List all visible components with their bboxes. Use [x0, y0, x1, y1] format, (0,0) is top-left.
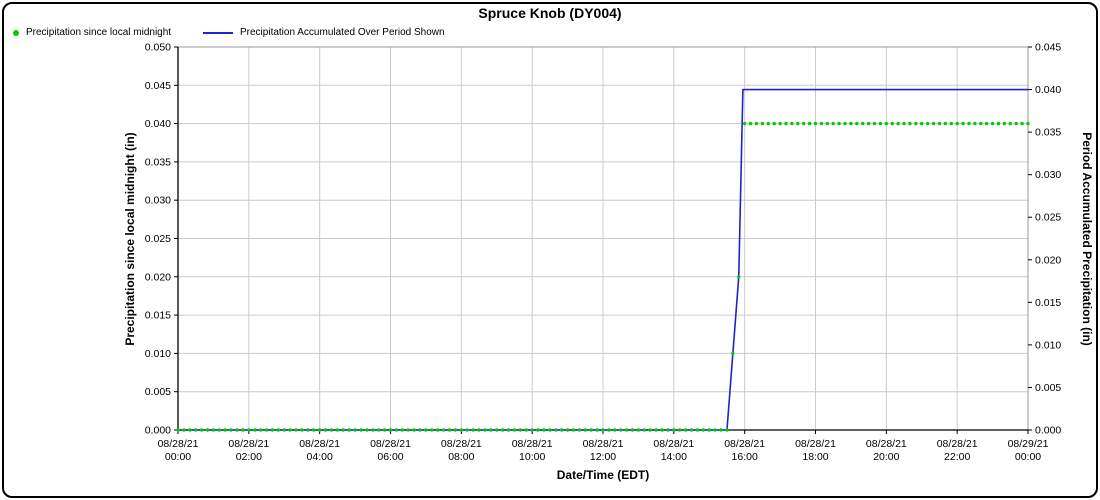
svg-text:08/28/21: 08/28/21: [937, 438, 978, 450]
svg-text:08/28/21: 08/28/21: [795, 438, 836, 450]
svg-text:0.010: 0.010: [145, 348, 171, 360]
svg-text:02:00: 02:00: [236, 451, 262, 463]
svg-text:0.015: 0.015: [1035, 297, 1061, 309]
svg-text:08/28/21: 08/28/21: [866, 438, 907, 450]
right-axis-title: Period Accumulated Precipitation (in): [1080, 132, 1094, 346]
svg-text:04:00: 04:00: [307, 451, 333, 463]
tick-labels: 0.000 0.005 0.010 0.015 0.020 0.025 0.030 0.035…: [145, 42, 1062, 464]
svg-text:0.040: 0.040: [145, 118, 171, 130]
accumulated-precip-line: [178, 88, 1028, 431]
legend-label-precip-midnight: Precipitation since local midnight: [26, 27, 172, 38]
svg-text:16:00: 16:00: [732, 451, 758, 463]
svg-text:08/28/21: 08/28/21: [512, 438, 553, 450]
svg-text:0.035: 0.035: [1035, 127, 1061, 139]
svg-text:08/28/21: 08/28/21: [441, 438, 482, 450]
legend-item-accumulated: Precipitation Accumulated Over Period Sh…: [203, 27, 445, 38]
svg-text:0.030: 0.030: [1035, 169, 1061, 181]
svg-text:08/28/21: 08/28/21: [299, 438, 340, 450]
svg-text:08/28/21: 08/28/21: [653, 438, 694, 450]
svg-text:14:00: 14:00: [661, 451, 687, 463]
svg-text:10:00: 10:00: [519, 451, 545, 463]
svg-text:0.025: 0.025: [145, 233, 171, 245]
svg-text:0.000: 0.000: [145, 425, 171, 437]
svg-text:0.025: 0.025: [1035, 212, 1061, 224]
gridlines: [177, 46, 1029, 431]
legend-label-accumulated: Precipitation Accumulated Over Period Sh…: [240, 27, 445, 38]
svg-text:08:00: 08:00: [448, 451, 474, 463]
svg-text:18:00: 18:00: [802, 451, 828, 463]
svg-text:0.015: 0.015: [145, 310, 171, 322]
svg-text:08/28/21: 08/28/21: [583, 438, 624, 450]
svg-text:0.005: 0.005: [145, 386, 171, 398]
svg-text:08/28/21: 08/28/21: [724, 438, 765, 450]
svg-text:0.035: 0.035: [145, 156, 171, 168]
precip-since-midnight-dots: [176, 121, 1030, 432]
svg-text:12:00: 12:00: [590, 451, 616, 463]
svg-text:0.040: 0.040: [1035, 84, 1061, 96]
svg-text:0.050: 0.050: [145, 42, 171, 54]
svg-text:08/28/21: 08/28/21: [370, 438, 411, 450]
svg-text:08/28/21: 08/28/21: [228, 438, 269, 450]
svg-text:0.020: 0.020: [145, 271, 171, 283]
legend-line-marker-icon: [203, 31, 233, 34]
legend-item-precip-midnight: Precipitation since local midnight: [13, 27, 171, 38]
svg-text:08/28/21: 08/28/21: [158, 438, 199, 450]
svg-text:0.045: 0.045: [1035, 42, 1061, 54]
svg-text:0.010: 0.010: [1035, 339, 1061, 351]
svg-text:00:00: 00:00: [1015, 451, 1041, 463]
svg-text:22:00: 22:00: [944, 451, 970, 463]
chart-title: Spruce Knob (DY004): [478, 5, 622, 21]
left-axis-title: Precipitation since local midnight (in): [123, 132, 137, 346]
svg-text:0.030: 0.030: [145, 195, 171, 207]
legend-dot-marker-icon: [13, 29, 19, 36]
svg-text:20:00: 20:00: [873, 451, 899, 463]
svg-text:06:00: 06:00: [377, 451, 403, 463]
svg-text:08/29/21: 08/29/21: [1008, 438, 1049, 450]
svg-text:0.000: 0.000: [1035, 425, 1061, 437]
svg-text:0.020: 0.020: [1035, 254, 1061, 266]
svg-text:0.005: 0.005: [1035, 382, 1061, 394]
x-axis-title: Date/Time (EDT): [556, 468, 650, 482]
svg-text:0.045: 0.045: [145, 80, 171, 92]
svg-text:00:00: 00:00: [165, 451, 191, 463]
